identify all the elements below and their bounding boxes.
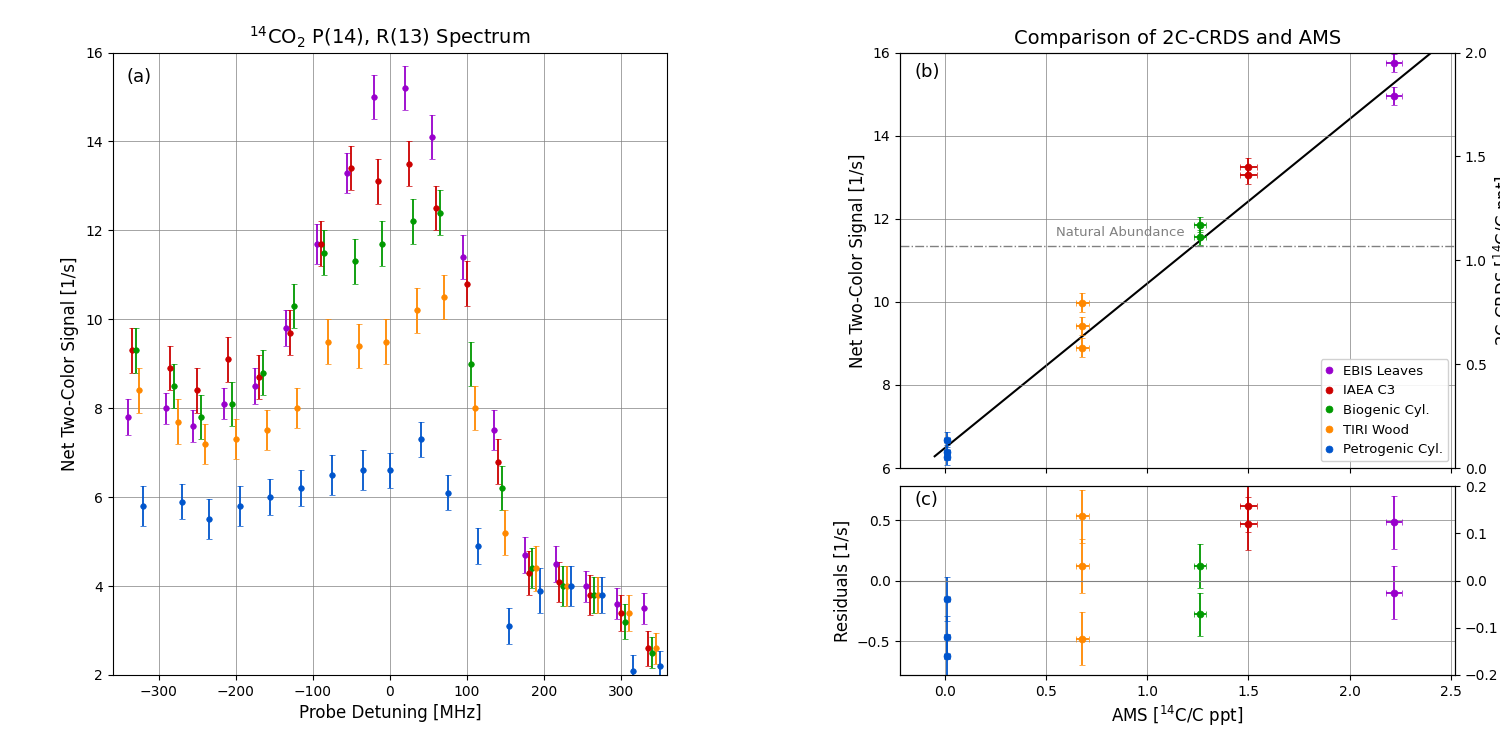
Title: Comparison of 2C-CRDS and AMS: Comparison of 2C-CRDS and AMS xyxy=(1014,29,1341,48)
Y-axis label: Residuals [1/s]: Residuals [1/s] xyxy=(834,520,852,642)
Title: $^{14}$CO$_2$ P(14), R(13) Spectrum: $^{14}$CO$_2$ P(14), R(13) Spectrum xyxy=(249,25,531,50)
Text: (b): (b) xyxy=(914,63,939,81)
Y-axis label: Net Two-Color Signal [1/s]: Net Two-Color Signal [1/s] xyxy=(62,256,80,471)
X-axis label: Probe Detuning [MHz]: Probe Detuning [MHz] xyxy=(298,704,482,722)
X-axis label: AMS [$^{14}$C/C ppt]: AMS [$^{14}$C/C ppt] xyxy=(1112,704,1244,728)
Text: Natural Abundance: Natural Abundance xyxy=(1056,226,1184,239)
Text: (a): (a) xyxy=(126,68,152,86)
Text: (c): (c) xyxy=(914,490,938,508)
Y-axis label: 2C-CRDS [$^{14}$C/C ppt]: 2C-CRDS [$^{14}$C/C ppt] xyxy=(1492,175,1500,346)
Y-axis label: Net Two-Color Signal [1/s]: Net Two-Color Signal [1/s] xyxy=(849,153,867,368)
Legend: EBIS Leaves, IAEA C3, Biogenic Cyl., TIRI Wood, Petrogenic Cyl.: EBIS Leaves, IAEA C3, Biogenic Cyl., TIR… xyxy=(1320,359,1449,461)
